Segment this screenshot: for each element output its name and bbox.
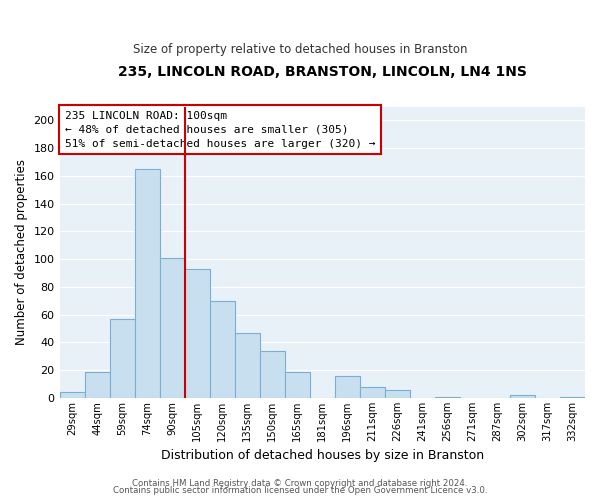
Text: 235 LINCOLN ROAD: 100sqm
← 48% of detached houses are smaller (305)
51% of semi-: 235 LINCOLN ROAD: 100sqm ← 48% of detach…	[65, 111, 375, 149]
Bar	[360, 387, 385, 398]
Y-axis label: Number of detached properties: Number of detached properties	[15, 160, 28, 346]
Bar	[110, 319, 134, 398]
Text: Contains HM Land Registry data © Crown copyright and database right 2024.: Contains HM Land Registry data © Crown c…	[132, 478, 468, 488]
Bar	[285, 372, 310, 398]
Bar	[134, 169, 160, 398]
Bar	[185, 269, 209, 398]
Text: Size of property relative to detached houses in Branston: Size of property relative to detached ho…	[133, 42, 467, 56]
Bar	[260, 351, 285, 398]
Bar	[385, 390, 410, 398]
Bar	[435, 396, 460, 398]
Title: 235, LINCOLN ROAD, BRANSTON, LINCOLN, LN4 1NS: 235, LINCOLN ROAD, BRANSTON, LINCOLN, LN…	[118, 65, 527, 79]
Bar	[335, 376, 360, 398]
Bar	[235, 333, 260, 398]
Bar	[59, 392, 85, 398]
Bar	[85, 372, 110, 398]
Bar	[560, 396, 585, 398]
Bar	[160, 258, 185, 398]
X-axis label: Distribution of detached houses by size in Branston: Distribution of detached houses by size …	[161, 450, 484, 462]
Bar	[209, 301, 235, 398]
Text: Contains public sector information licensed under the Open Government Licence v3: Contains public sector information licen…	[113, 486, 487, 495]
Bar	[510, 395, 535, 398]
